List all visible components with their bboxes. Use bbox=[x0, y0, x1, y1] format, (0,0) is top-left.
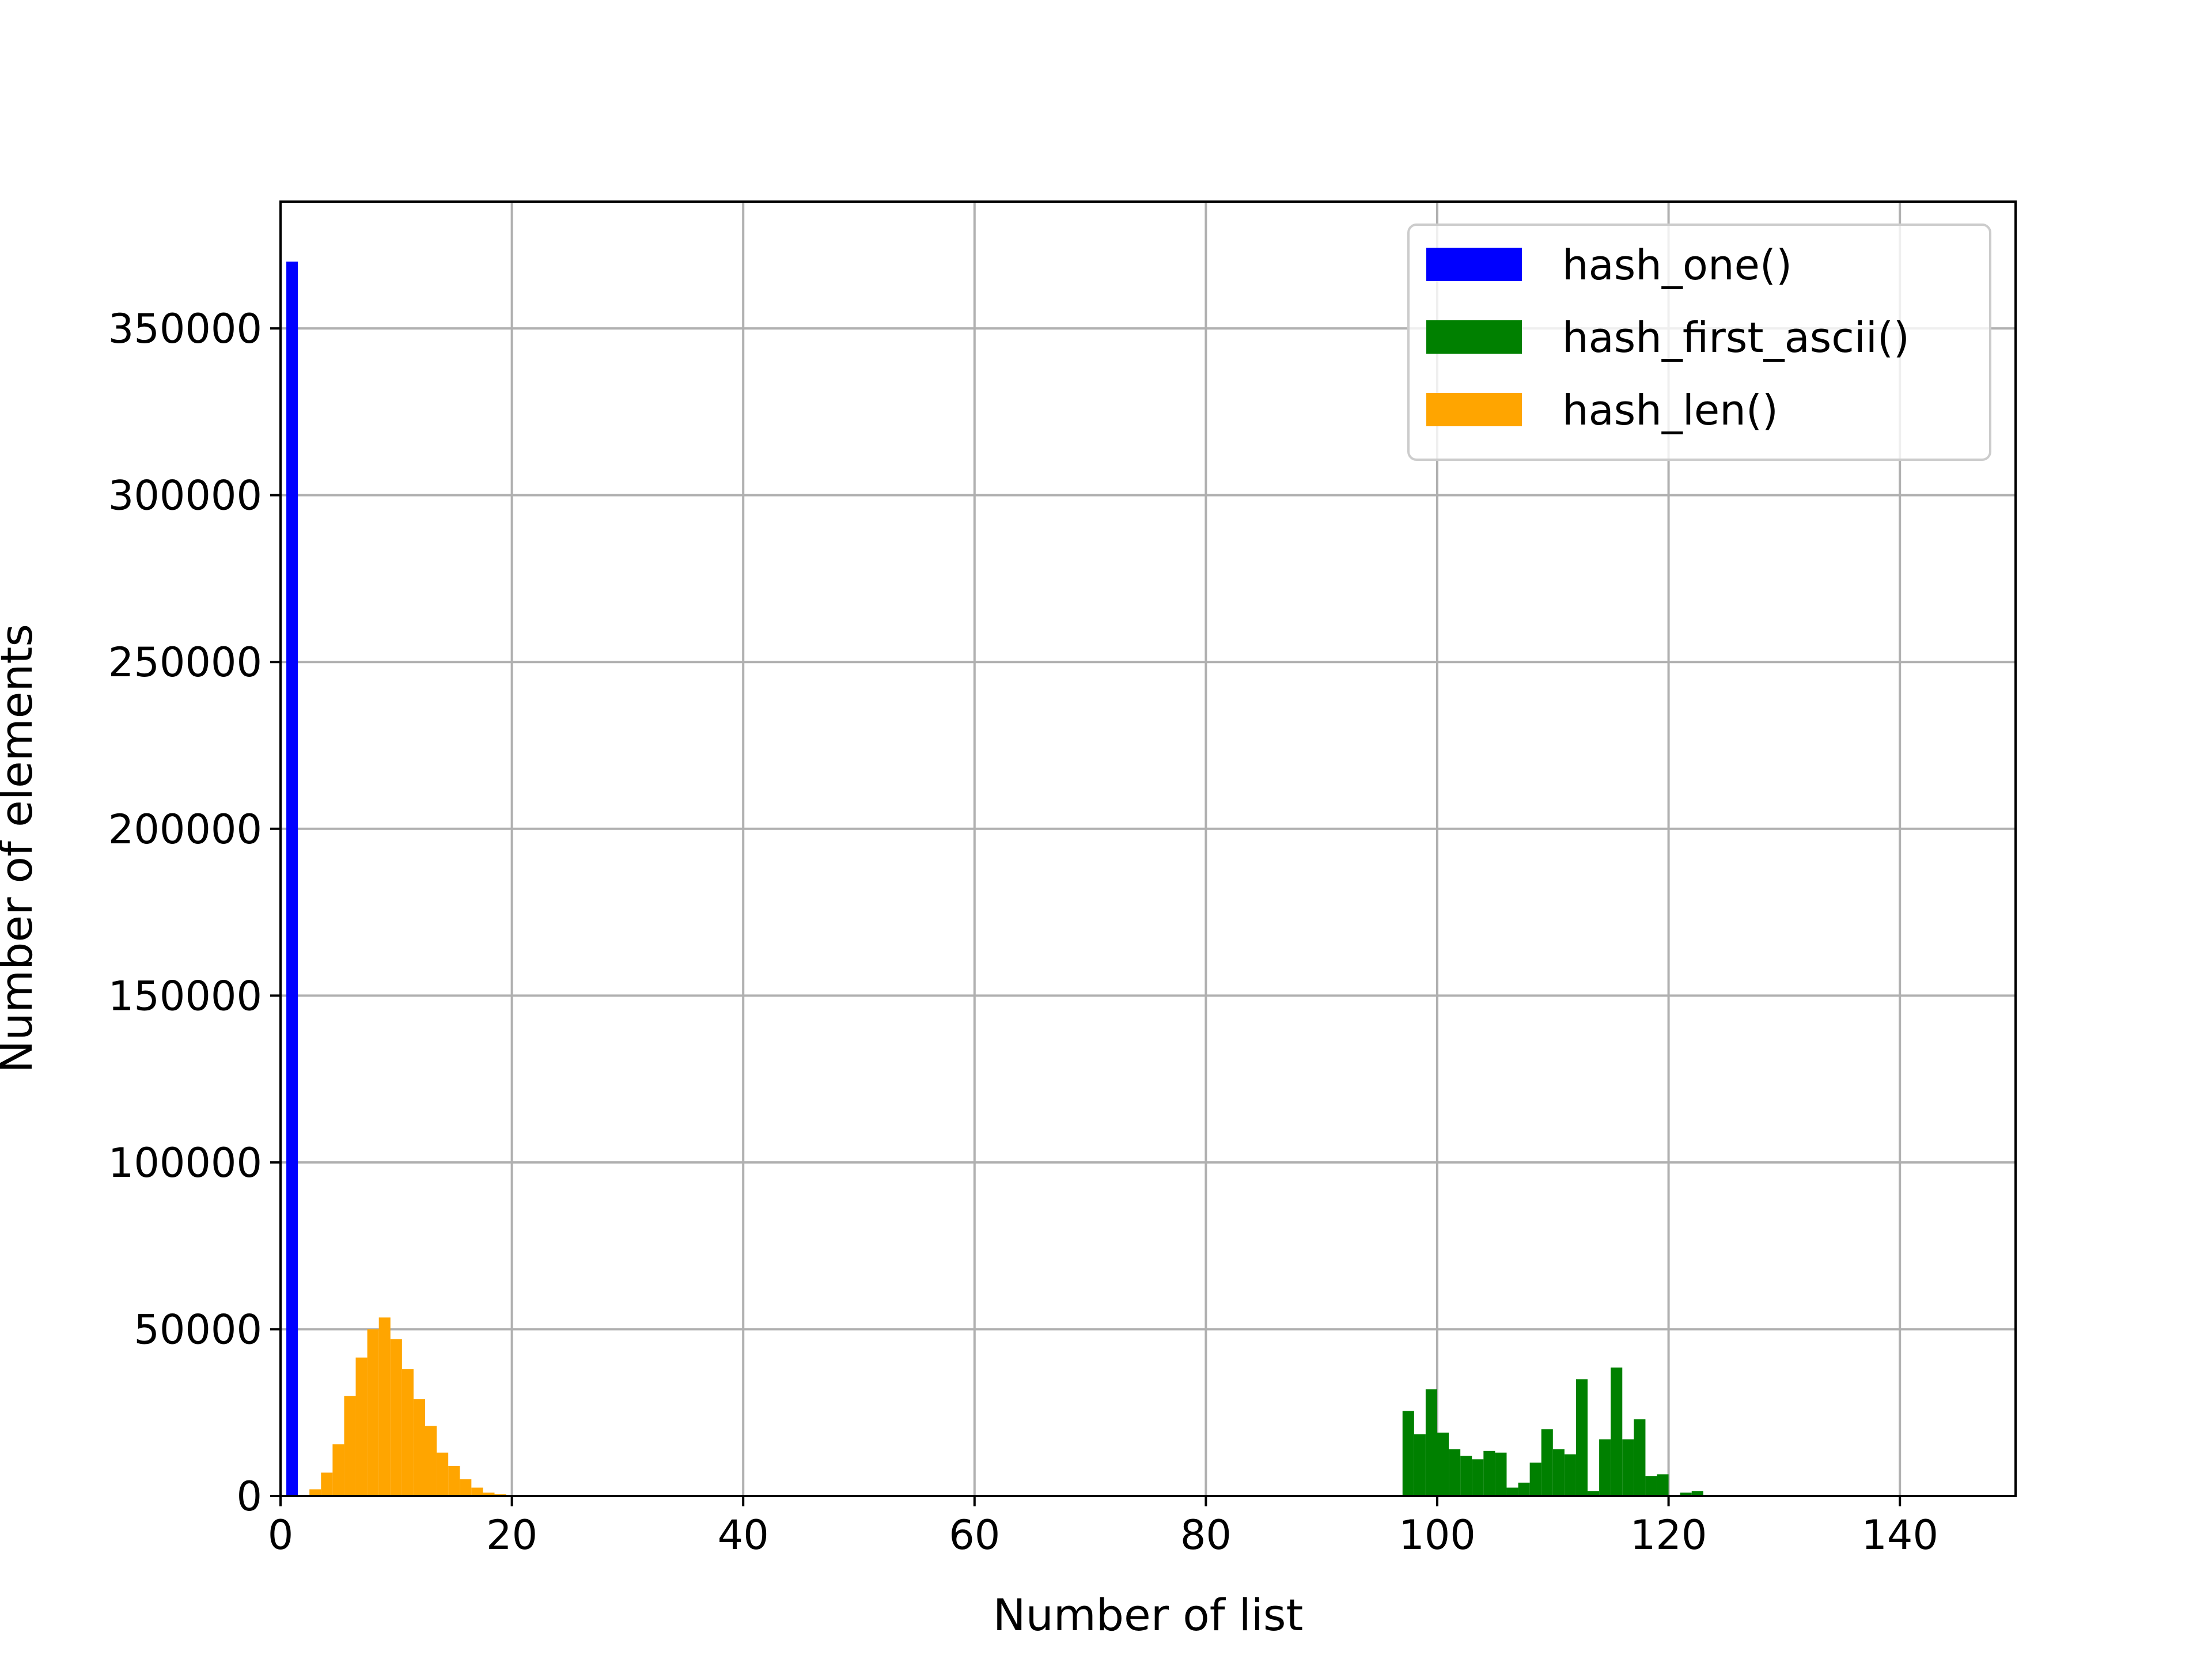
x-tick-label: 120 bbox=[1630, 1512, 1707, 1559]
histogram-bar bbox=[1483, 1450, 1495, 1496]
histogram-bar bbox=[1449, 1449, 1461, 1496]
y-tick-label: 50000 bbox=[134, 1306, 262, 1353]
y-tick-label: 0 bbox=[236, 1473, 262, 1520]
histogram-bar bbox=[1425, 1389, 1437, 1496]
histogram-bar bbox=[390, 1339, 402, 1496]
y-axis-label: Number of elements bbox=[0, 624, 42, 1073]
x-tick-label: 40 bbox=[718, 1512, 769, 1559]
histogram-bar bbox=[1402, 1411, 1414, 1496]
histogram-bar bbox=[471, 1487, 483, 1496]
histogram-bar bbox=[1472, 1459, 1484, 1496]
x-tick-label: 60 bbox=[949, 1512, 1000, 1559]
histogram-bar bbox=[1599, 1439, 1611, 1496]
histogram-bar bbox=[1634, 1419, 1646, 1496]
legend-swatch bbox=[1426, 393, 1522, 426]
histogram-bar bbox=[1691, 1491, 1703, 1496]
y-tick-label: 250000 bbox=[108, 639, 262, 686]
histogram-bar bbox=[413, 1399, 425, 1496]
histogram-bar bbox=[1657, 1474, 1669, 1496]
x-tick-label: 140 bbox=[1861, 1512, 1938, 1559]
y-tick-label: 100000 bbox=[108, 1139, 262, 1187]
histogram-bar bbox=[378, 1317, 391, 1496]
legend: hash_one() hash_first_ascii() hash_len() bbox=[1407, 224, 1991, 461]
histogram-bar bbox=[1506, 1487, 1518, 1496]
histogram-bar bbox=[460, 1479, 472, 1496]
histogram-bars bbox=[286, 262, 1703, 1497]
x-tick-label: 20 bbox=[486, 1512, 537, 1559]
histogram-bar bbox=[425, 1426, 437, 1496]
histogram-bar bbox=[1564, 1454, 1576, 1496]
histogram-bar bbox=[321, 1472, 333, 1496]
histogram-bar bbox=[355, 1357, 368, 1496]
histogram-bar bbox=[1529, 1463, 1541, 1496]
histogram-bar bbox=[437, 1452, 449, 1496]
y-tick-label: 200000 bbox=[108, 806, 262, 853]
histogram-bar bbox=[309, 1489, 321, 1496]
x-tick-label: 80 bbox=[1180, 1512, 1232, 1559]
x-axis-label: Number of list bbox=[993, 1589, 1304, 1641]
histogram-bar bbox=[1414, 1434, 1426, 1496]
histogram-bar bbox=[1460, 1456, 1472, 1496]
legend-swatch bbox=[1426, 248, 1522, 281]
plot-frame bbox=[279, 200, 2017, 1497]
y-tick-label: 300000 bbox=[108, 472, 262, 520]
histogram-bar bbox=[1518, 1482, 1530, 1496]
legend-label: hash_one() bbox=[1562, 241, 1792, 289]
histogram-bar bbox=[1437, 1432, 1449, 1496]
legend-label: hash_len() bbox=[1562, 386, 1778, 434]
histogram-bar bbox=[402, 1369, 414, 1496]
histogram-bar bbox=[1541, 1429, 1553, 1496]
legend-label: hash_first_ascii() bbox=[1562, 313, 1910, 362]
histogram-bar bbox=[1588, 1491, 1600, 1496]
legend-swatch bbox=[1426, 320, 1522, 354]
histogram-bar bbox=[1680, 1493, 1692, 1496]
histogram-bar bbox=[344, 1396, 356, 1496]
histogram-bar bbox=[448, 1465, 460, 1496]
x-tick-label: 0 bbox=[268, 1512, 294, 1559]
histogram-bar bbox=[1645, 1476, 1657, 1496]
histogram-bar bbox=[1575, 1379, 1588, 1496]
histogram-bar bbox=[332, 1444, 344, 1496]
histogram-bar bbox=[286, 262, 298, 1497]
histogram-bar bbox=[1495, 1452, 1507, 1496]
histogram-bar bbox=[367, 1329, 379, 1496]
y-tick-label: 150000 bbox=[108, 972, 262, 1020]
histogram-bar bbox=[1622, 1439, 1634, 1496]
legend-box bbox=[1407, 224, 1991, 461]
histogram-bar bbox=[1611, 1368, 1623, 1496]
y-axis-ticks: 0 50000 100000 150000 200000 250000 300000 3500… bbox=[108, 305, 281, 1520]
x-axis-ticks: 0 20 40 60 80 100 120 140 bbox=[268, 1496, 1938, 1559]
histogram-bar bbox=[1552, 1449, 1565, 1496]
x-tick-label: 100 bbox=[1399, 1512, 1476, 1559]
y-tick-label: 350000 bbox=[108, 305, 262, 353]
histogram-bar bbox=[483, 1493, 495, 1496]
